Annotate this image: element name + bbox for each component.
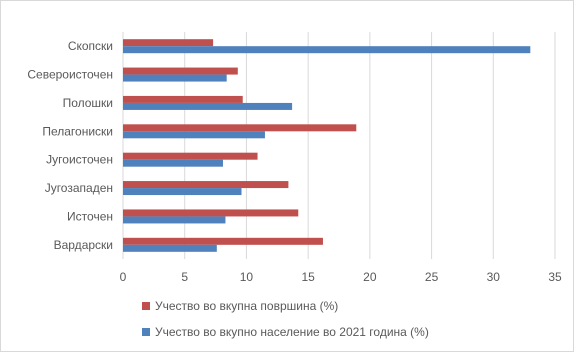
- x-tick-label: 30: [487, 270, 501, 284]
- bar-area-share: [123, 237, 323, 245]
- bar-population-share: [123, 188, 242, 196]
- bar-area-share: [123, 209, 299, 217]
- bar-area-share: [123, 39, 214, 47]
- gridlines: [122, 32, 556, 259]
- x-tick-label: 10: [240, 270, 254, 284]
- category-label: Североисточен: [27, 68, 113, 82]
- bar-population-share: [123, 131, 265, 139]
- x-tick-label: 0: [120, 270, 127, 284]
- category-label: Скопски: [68, 39, 113, 53]
- category-label: Југоисточен: [46, 153, 113, 167]
- x-tick-label: 5: [181, 270, 188, 284]
- bar-area-share: [123, 152, 258, 160]
- x-tick-label: 20: [363, 270, 377, 284]
- legend-label: Учество во вкупна површина (%): [155, 299, 338, 313]
- bar-population-share: [123, 74, 227, 82]
- x-tick-label: 35: [548, 270, 562, 284]
- bars: [123, 39, 531, 252]
- category-label: Источен: [67, 209, 113, 223]
- bar-population-share: [123, 244, 217, 252]
- bar-area-share: [123, 124, 357, 132]
- category-label: Пелагониски: [42, 124, 113, 138]
- legend-swatch: [142, 302, 150, 310]
- category-label: Југозападен: [45, 181, 113, 195]
- legend: Учество во вкупна површина (%) Учество во…: [142, 299, 429, 339]
- category-label: Полошки: [63, 96, 113, 110]
- legend-swatch: [142, 328, 150, 336]
- category-label: Вардарски: [54, 238, 113, 252]
- legend-label: Учество во вкупно население во 2021 годи…: [155, 325, 429, 339]
- x-tick-label: 15: [301, 270, 315, 284]
- bar-area-share: [123, 95, 243, 103]
- bar-population-share: [123, 46, 531, 54]
- bar-population-share: [123, 102, 293, 110]
- x-tick-labels: 0 5 10 15 20 25 30 35: [120, 270, 562, 284]
- bar-area-share: [123, 67, 238, 75]
- bar-area-share: [123, 181, 289, 189]
- x-tick-label: 25: [425, 270, 439, 284]
- bar-population-share: [123, 159, 223, 167]
- category-labels: Скопски Североисточен Полошки Пелагониски Ју…: [27, 39, 113, 252]
- bar-population-share: [123, 216, 226, 224]
